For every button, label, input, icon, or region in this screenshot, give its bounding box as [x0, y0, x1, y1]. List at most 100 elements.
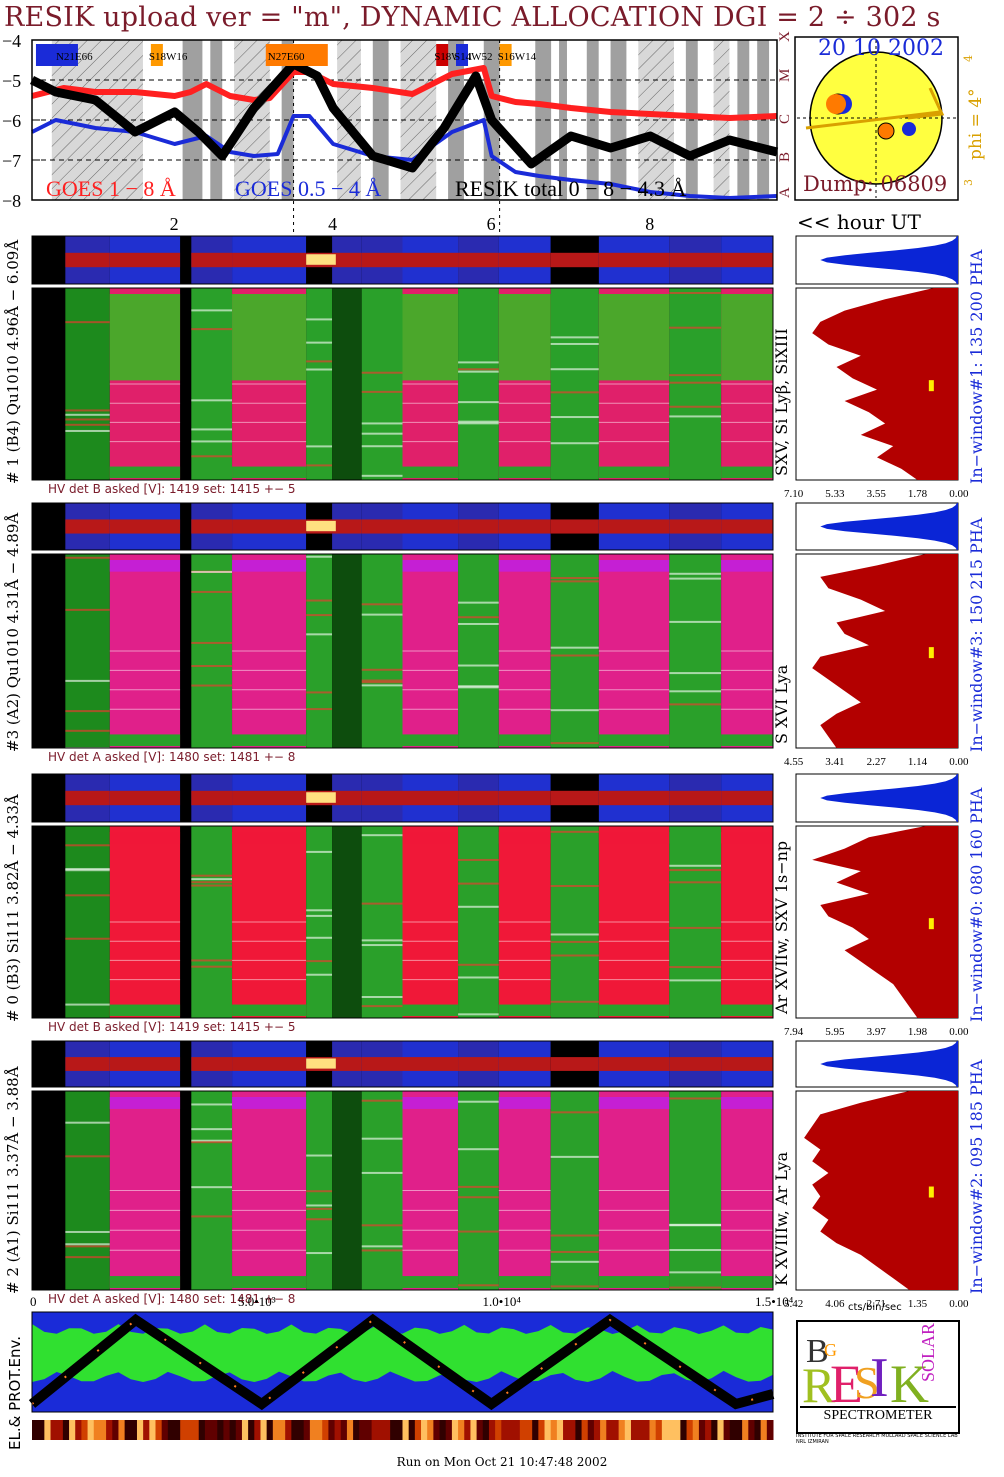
main-bot-0-13 — [598, 466, 670, 479]
strip-line-1-5 — [232, 519, 307, 534]
heatbar-cell-52 — [353, 1420, 360, 1440]
main-speck-3-10-3 — [458, 1230, 499, 1233]
main-speck-2-10-4 — [458, 963, 499, 966]
strip-line-1-2 — [109, 519, 181, 534]
main-top-1-2 — [109, 560, 181, 572]
heatbar-cell-87 — [569, 1420, 576, 1440]
main-speck-2-8-4 — [361, 834, 403, 837]
main-speck-1-6-0 — [306, 614, 333, 617]
heatbar-cell-119 — [766, 1420, 774, 1440]
strip-line-3-12 — [550, 1057, 599, 1071]
hist-main-1 — [812, 554, 958, 748]
main-speck-3-4-0 — [191, 1139, 233, 1142]
main-speck-2-12-5 — [550, 830, 599, 833]
main-top-3-5 — [232, 1097, 307, 1109]
main-speck-2-12-4 — [550, 1000, 599, 1003]
heatbar-cell-114 — [735, 1420, 743, 1440]
hist-xtick-3-3: 1.35 — [908, 1298, 928, 1310]
goes-ytick-4: −8 — [2, 191, 21, 211]
main-speck-2-14-2 — [669, 926, 722, 929]
strip-bright-2 — [306, 792, 336, 803]
goes-xtick-2: 6 — [487, 214, 496, 232]
main-speck-2-14-1 — [669, 966, 722, 969]
strip-line-2-4 — [191, 790, 233, 806]
strip-line-3-4 — [191, 1057, 233, 1071]
main-col-1-14 — [669, 554, 722, 748]
heatbar-cell-112 — [723, 1420, 731, 1440]
main-speck-0-8-3 — [361, 445, 403, 448]
heatbar-cell-53 — [359, 1420, 366, 1440]
heatbar-cell-111 — [717, 1420, 725, 1440]
strip-line-0-7 — [332, 252, 362, 268]
main-speck-3-6-1 — [306, 1204, 333, 1207]
main-speck-3-1-0 — [65, 1155, 110, 1158]
heatbar-cell-102 — [661, 1420, 669, 1440]
heatbar-cell-109 — [705, 1420, 712, 1440]
main-speck-3-1-3 — [65, 1256, 110, 1259]
heatbar-cell-30 — [217, 1420, 224, 1440]
main-bot-0-11 — [498, 466, 551, 479]
main-speck-2-8-5 — [361, 902, 403, 905]
legend-goes-short: GOES 0.5 − 4 Å — [235, 176, 381, 201]
main-speck-1-12-1 — [550, 742, 599, 745]
strip-line-0-9 — [402, 252, 459, 268]
heatbar-cell-10 — [93, 1420, 101, 1440]
goes-ytick-0: −4 — [2, 31, 21, 51]
main-speck-2-1-2 — [65, 844, 110, 847]
main-speck-3-4-2 — [191, 1103, 233, 1106]
heatbar-cell-106 — [686, 1420, 694, 1440]
heatbar-cell-85 — [556, 1420, 564, 1440]
sun-disk-panel — [794, 36, 959, 201]
main-speck-0-10-5 — [458, 370, 499, 373]
strip-line-3-15 — [721, 1057, 773, 1071]
main-speck-2-10-3 — [458, 882, 499, 885]
heatbar-cell-34 — [241, 1420, 249, 1440]
env-orbit-highlight — [31, 1318, 774, 1406]
main-bot-3-13 — [598, 1276, 670, 1289]
hist-xtick-1-0: 4.55 — [784, 756, 804, 768]
region-marker-1 — [150, 44, 163, 66]
main-frame-0 — [31, 287, 774, 481]
heatbar-cell-83 — [544, 1420, 552, 1440]
main-speck-2-14-3 — [669, 864, 722, 867]
svg-text:SOLAR: SOLAR — [918, 1323, 938, 1382]
region-marker-0 — [35, 44, 78, 66]
main-speck-3-14-4 — [669, 1271, 722, 1274]
heatbar-cell-72 — [476, 1420, 484, 1440]
main-speck-2-6-2 — [306, 914, 333, 917]
heatbar-cell-91 — [593, 1420, 601, 1440]
heatbar-cell-65 — [433, 1420, 441, 1440]
heatbar-cell-9 — [87, 1420, 95, 1440]
main-speck-0-12-3 — [550, 368, 599, 371]
main-speck-2-14-5 — [669, 979, 722, 982]
main-speck-2-6-3 — [306, 960, 333, 963]
main-speck-2-6-4 — [306, 936, 333, 939]
heatbar-cell-67 — [445, 1420, 453, 1440]
main-speck-0-6-3 — [306, 445, 333, 448]
main-col-2-7 — [332, 826, 362, 1018]
heatbar-cell-26 — [192, 1420, 200, 1440]
hist-xtick-0-2: 3.55 — [867, 488, 887, 500]
strip-bright-1 — [306, 520, 336, 532]
main-speck-3-14-5 — [669, 1097, 722, 1100]
strip-line-0-1 — [65, 252, 110, 268]
main-top-0-15 — [721, 294, 773, 381]
main-bot-1-2 — [109, 734, 181, 747]
main-col-2-10 — [458, 826, 499, 1018]
strip-line-3-9 — [402, 1057, 459, 1071]
strip-line-1-10 — [458, 519, 499, 534]
main-speck-0-8-0 — [361, 474, 403, 477]
main-speck-0-8-1 — [361, 432, 403, 435]
strip-line-1-7 — [332, 519, 362, 534]
heatbar-cell-39 — [272, 1420, 280, 1440]
main-speck-2-4-1 — [191, 884, 233, 887]
main-col-1-10 — [458, 554, 499, 748]
main-speck-1-4-1 — [191, 684, 233, 687]
heatbar-cell-5 — [62, 1420, 70, 1440]
heatbar-cell-101 — [655, 1420, 663, 1440]
main-bot-2-2 — [109, 1004, 181, 1017]
main-speck-1-12-4 — [550, 646, 599, 649]
heatbar-cell-25 — [186, 1420, 194, 1440]
main-speck-0-1-3 — [65, 321, 110, 324]
heatbar-cell-104 — [674, 1420, 681, 1440]
